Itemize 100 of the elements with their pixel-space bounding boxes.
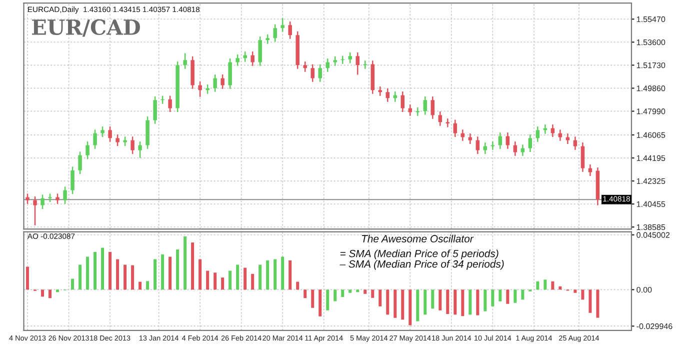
- bar: [431, 290, 434, 309]
- candlestick: [326, 58, 330, 72]
- bar: [161, 254, 164, 290]
- bar: [131, 265, 134, 290]
- candlestick: [130, 136, 134, 155]
- bar: [348, 290, 352, 293]
- candlestick: [476, 136, 480, 155]
- candlestick: [258, 36, 262, 67]
- candlestick: [280, 18, 284, 32]
- candlestick: [566, 132, 570, 145]
- candlestick: [33, 196, 37, 226]
- candlestick: [348, 52, 352, 64]
- candlestick: [266, 34, 270, 44]
- candlestick: [273, 24, 277, 42]
- candlestick: [26, 192, 30, 205]
- bar: [326, 290, 330, 310]
- bar: [311, 290, 314, 308]
- annotation: The Awesome Oscillator: [362, 234, 474, 242]
- candlestick: [228, 58, 232, 90]
- annotation: = SMA (Median Price of 5 periods): [340, 250, 498, 260]
- candlestick: [310, 64, 314, 83]
- bar: [438, 290, 442, 310]
- candlestick: [206, 84, 210, 94]
- candlestick: [86, 140, 90, 160]
- bar: [94, 252, 97, 290]
- bar: [258, 264, 262, 290]
- bar: [536, 281, 540, 290]
- bar: [318, 290, 322, 316]
- bar: [184, 236, 187, 290]
- candlestick: [483, 142, 488, 155]
- candlestick: [506, 132, 510, 150]
- bar: [221, 277, 224, 290]
- bar: [86, 256, 90, 290]
- bar: [341, 290, 344, 297]
- bar: [498, 290, 502, 302]
- candlestick: [423, 96, 428, 116]
- candlestick: [78, 150, 82, 175]
- candlestick: [318, 64, 322, 83]
- bar: [364, 290, 367, 294]
- bar: [378, 290, 382, 306]
- bar: [236, 264, 240, 290]
- bar: [168, 256, 172, 290]
- bar: [214, 272, 217, 290]
- candlestick: [400, 90, 405, 113]
- y-tick-label: 1.55470: [636, 16, 666, 22]
- bar: [198, 259, 202, 290]
- bar: [108, 252, 112, 290]
- bar: [506, 290, 510, 304]
- y-tick-label: 1.40455: [636, 201, 666, 207]
- candlestick: [303, 60, 307, 72]
- candlestick: [153, 96, 157, 125]
- bar: [78, 264, 82, 290]
- bar: [394, 290, 397, 318]
- candlestick: [550, 124, 555, 138]
- bar: [484, 290, 487, 312]
- bar: [468, 290, 472, 315]
- candlestick: [116, 134, 120, 147]
- y-tick-label: 1.44195: [636, 155, 666, 161]
- candlestick: [498, 132, 502, 150]
- bar: [281, 256, 284, 290]
- candlestick: [430, 96, 435, 120]
- y-tick-label: 1.42325: [636, 178, 666, 184]
- bar: [56, 290, 60, 292]
- candlestick: [588, 164, 592, 177]
- bar: [334, 290, 337, 302]
- bar: [251, 274, 254, 290]
- candlestick: [168, 95, 172, 113]
- bar: [544, 280, 547, 290]
- candlestick: [93, 128, 97, 150]
- bar: [588, 290, 592, 313]
- bar: [386, 290, 390, 315]
- bar: [138, 282, 142, 290]
- y-tick-label: 0.045002: [636, 232, 670, 238]
- candlestick: [213, 74, 217, 93]
- candlestick: [513, 140, 518, 157]
- bar: [356, 290, 360, 292]
- bar: [514, 290, 517, 303]
- candlestick: [138, 140, 142, 159]
- bar: [26, 266, 30, 290]
- bar: [48, 290, 52, 298]
- bar: [296, 282, 300, 290]
- candlestick: [356, 52, 360, 76]
- y-tick-label: 1.51730: [636, 62, 666, 68]
- bar: [228, 270, 232, 290]
- bar: [288, 260, 292, 290]
- bar: [521, 290, 524, 300]
- bar: [146, 281, 150, 290]
- bar: [124, 264, 127, 290]
- y-tick-label: 1.38585: [636, 224, 666, 230]
- y-tick-label: 1.47990: [636, 108, 666, 114]
- bar: [191, 242, 194, 290]
- candlestick: [378, 86, 382, 96]
- candlestick: [108, 126, 112, 143]
- bar: [154, 259, 157, 290]
- y-tick-label: 1.53600: [636, 39, 666, 46]
- y-tick-label: 0.00: [636, 286, 652, 293]
- y-tick-label: 1.49860: [636, 85, 666, 92]
- candlestick: [70, 166, 74, 195]
- y-tick-label: 1.46065: [636, 132, 666, 138]
- bar: [454, 290, 457, 315]
